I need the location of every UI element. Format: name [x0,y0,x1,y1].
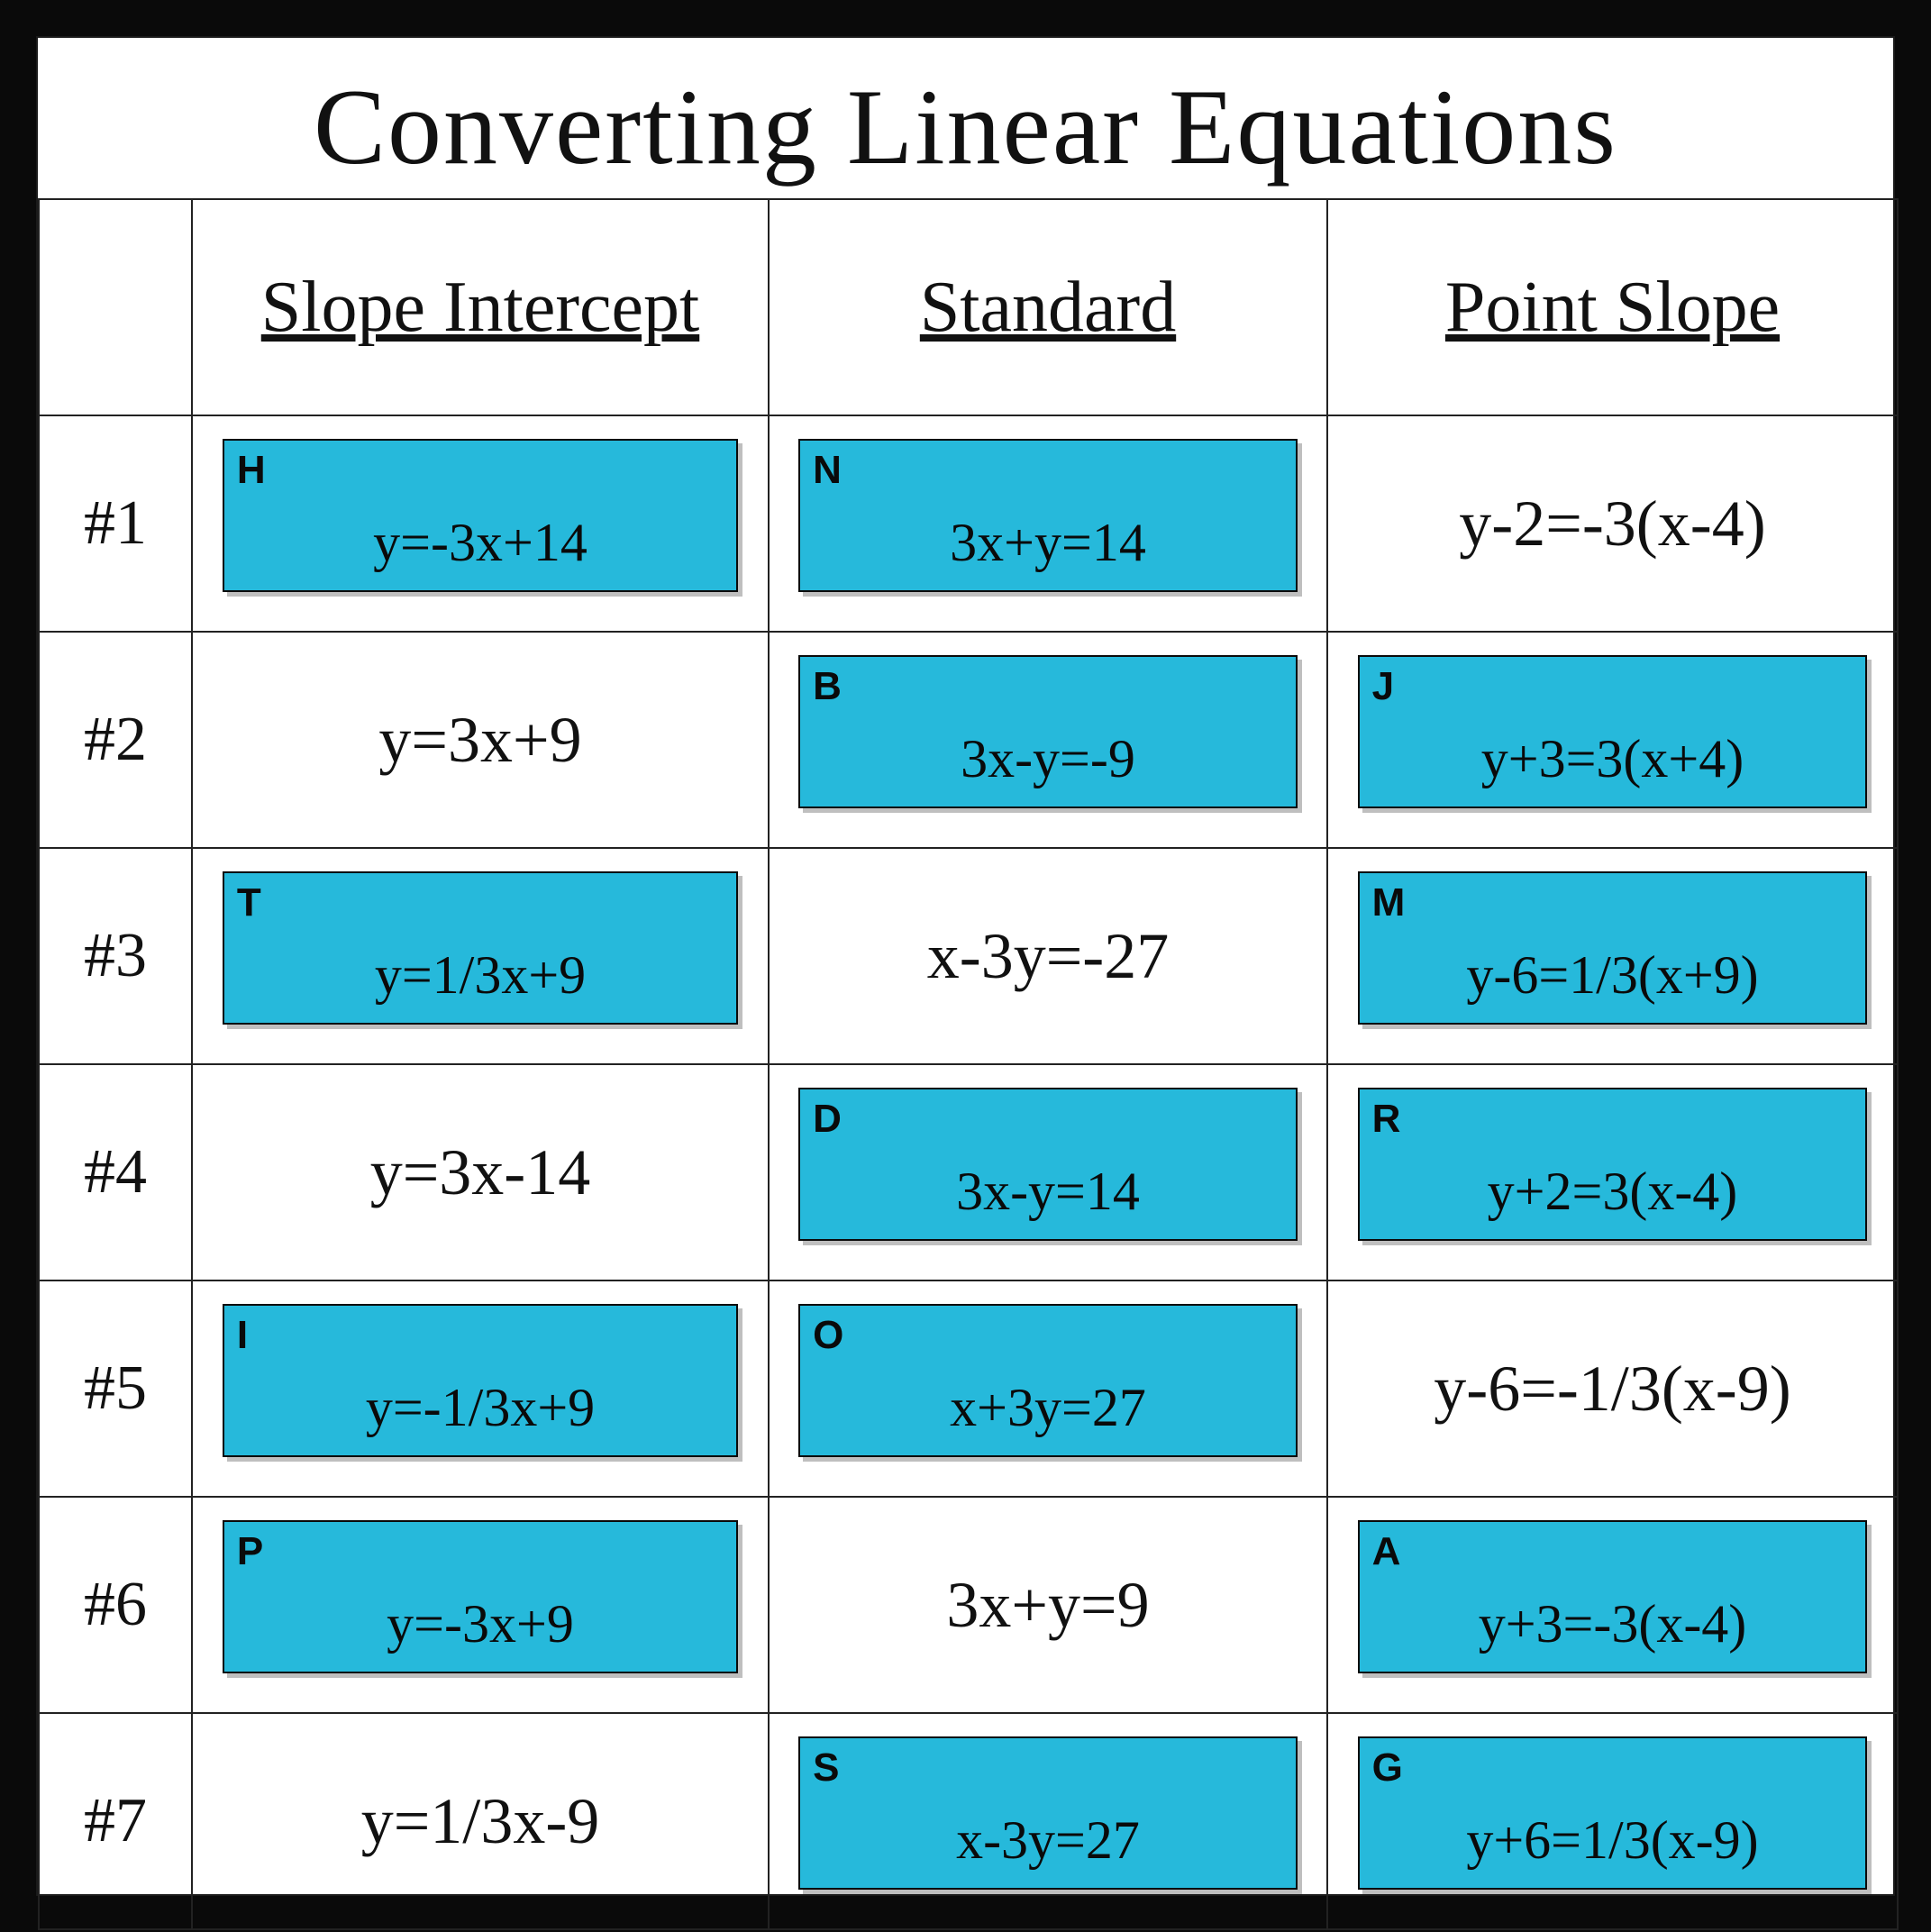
card-tag: M [1372,880,1406,925]
card-tag: A [1372,1529,1401,1574]
answer-card[interactable]: Gy+6=1/3(x-9) [1358,1736,1868,1890]
answer-card[interactable]: N 3x+y=14 [798,439,1298,592]
row-label: #3 [39,848,192,1064]
row-label: #5 [39,1280,192,1497]
card-tag: P [237,1529,263,1574]
table-cell: Sx-3y=27 [769,1713,1327,1929]
table-cell: Gy+6=1/3(x-9) [1327,1713,1898,1929]
card-equation: y=-1/3x+9 [224,1377,736,1439]
table-cell: y=3x-14 [192,1064,769,1280]
card-equation: y+3=-3(x-4) [1360,1593,1866,1655]
table-cell: y-2=-3(x-4) [1327,415,1898,632]
row-label: #1 [39,415,192,632]
card-tag: D [813,1097,842,1142]
card-equation: y+6=1/3(x-9) [1360,1809,1866,1872]
plain-equation: y-6=-1/3(x-9) [1434,1353,1791,1425]
card-equation: y=-3x+9 [224,1593,736,1655]
table-cell: y-6=-1/3(x-9) [1327,1280,1898,1497]
answer-card[interactable]: Py=-3x+9 [223,1520,738,1673]
table-cell: y=3x+9 [192,632,769,848]
table-row: #1Hy=-3x+14N3x+y=14y-2=-3(x-4) [39,415,1898,632]
card-tag: R [1372,1097,1401,1142]
answer-card[interactable]: Iy=-1/3x+9 [223,1304,738,1457]
table-cell: Iy=-1/3x+9 [192,1280,769,1497]
table-cell: N 3x+y=14 [769,415,1327,632]
table-cell: Py=-3x+9 [192,1497,769,1713]
answer-card[interactable]: Hy=-3x+14 [223,439,738,592]
card-tag: B [813,664,842,709]
header-blank [39,199,192,415]
card-tag: S [813,1745,839,1791]
row-label: #4 [39,1064,192,1280]
table-cell: Hy=-3x+14 [192,415,769,632]
plain-equation: y-2=-3(x-4) [1459,488,1766,560]
card-equation: x+3y=27 [800,1377,1296,1439]
answer-card[interactable]: Ry+2=3(x-4) [1358,1088,1868,1241]
table-row: #7 y=1/3x-9 Sx-3y=27 Gy+6=1/3(x-9) [39,1713,1898,1929]
card-tag: H [237,448,266,493]
table-cell: B 3x-y=-9 [769,632,1327,848]
card-tag: O [813,1313,843,1358]
table-cell: Ox+3y=27 [769,1280,1327,1497]
table-row: #4 y=3x-14 D 3x-y=14 Ry+2=3(x-4) [39,1064,1898,1280]
equations-table: Slope Intercept Standard Point Slope #1H… [38,198,1899,1930]
table-header-row: Slope Intercept Standard Point Slope [39,199,1898,415]
header-standard: Standard [769,199,1327,415]
card-equation: y=1/3x+9 [224,944,736,1007]
answer-card[interactable]: D 3x-y=14 [798,1088,1298,1241]
plain-equation: y=1/3x-9 [361,1785,600,1857]
table-cell: x-3y=-27 [769,848,1327,1064]
table-cell: y=1/3x-9 [192,1713,769,1929]
card-equation: 3x-y=14 [800,1161,1296,1223]
card-equation: 3x+y=14 [800,512,1296,574]
table-cell: Jy+3=3(x+4) [1327,632,1898,848]
card-equation: x-3y=27 [800,1809,1296,1872]
card-tag: J [1372,664,1394,709]
card-tag: I [237,1313,248,1358]
table-cell: Ay+3=-3(x-4) [1327,1497,1898,1713]
table-row: #3Ty=1/3x+9x-3y=-27My-6=1/3(x+9) [39,848,1898,1064]
answer-card[interactable]: Jy+3=3(x+4) [1358,655,1868,808]
card-tag: N [813,448,842,493]
card-equation: y-6=1/3(x+9) [1360,944,1866,1007]
answer-card[interactable]: My-6=1/3(x+9) [1358,871,1868,1025]
plain-equation: x-3y=-27 [927,920,1170,992]
answer-card[interactable]: B 3x-y=-9 [798,655,1298,808]
plain-equation: y=3x-14 [370,1136,591,1208]
answer-card[interactable]: Sx-3y=27 [798,1736,1298,1890]
table-cell: D 3x-y=14 [769,1064,1327,1280]
answer-card[interactable]: Ay+3=-3(x-4) [1358,1520,1868,1673]
answer-card[interactable]: Ty=1/3x+9 [223,871,738,1025]
worksheet-page: Converting Linear Equations Slope Interc… [36,36,1895,1896]
table-cell: Ry+2=3(x-4) [1327,1064,1898,1280]
card-tag: G [1372,1745,1403,1791]
card-tag: T [237,880,261,925]
row-label: #6 [39,1497,192,1713]
table-cell: 3x+y=9 [769,1497,1327,1713]
table-row: #2 y=3x+9 B 3x-y=-9 Jy+3=3(x+4) [39,632,1898,848]
table-cell: My-6=1/3(x+9) [1327,848,1898,1064]
card-equation: 3x-y=-9 [800,728,1296,790]
card-equation: y=-3x+14 [224,512,736,574]
table-cell: Ty=1/3x+9 [192,848,769,1064]
answer-card[interactable]: Ox+3y=27 [798,1304,1298,1457]
plain-equation: 3x+y=9 [946,1569,1149,1641]
plain-equation: y=3x+9 [378,704,581,776]
card-equation: y+3=3(x+4) [1360,728,1866,790]
header-point-slope: Point Slope [1327,199,1898,415]
page-title: Converting Linear Equations [38,38,1893,198]
row-label: #7 [39,1713,192,1929]
header-slope-intercept: Slope Intercept [192,199,769,415]
card-equation: y+2=3(x-4) [1360,1161,1866,1223]
table-row: #6Py=-3x+93x+y=9Ay+3=-3(x-4) [39,1497,1898,1713]
row-label: #2 [39,632,192,848]
table-row: #5Iy=-1/3x+9Ox+3y=27y-6=-1/3(x-9) [39,1280,1898,1497]
